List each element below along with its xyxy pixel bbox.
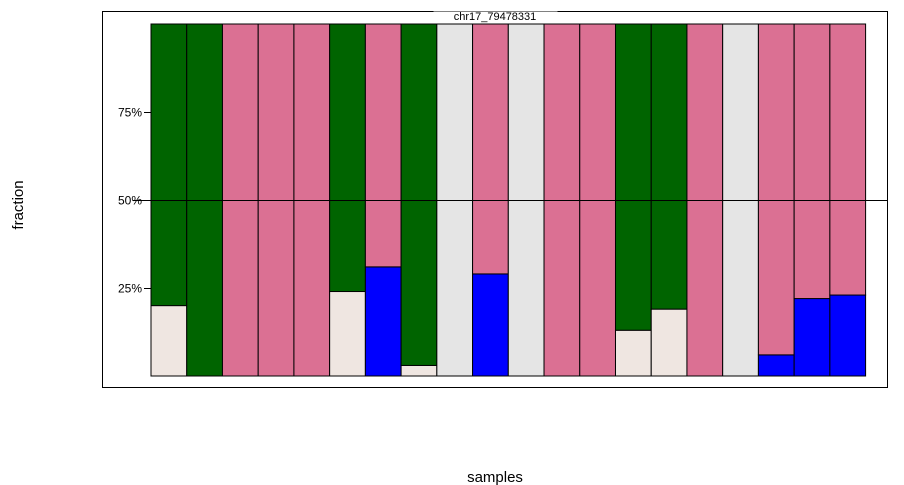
bar-segment-green xyxy=(614,23,652,331)
bar-segment-pink xyxy=(364,23,402,268)
y-tick-label: 75% xyxy=(118,106,142,120)
sample-bar xyxy=(329,23,366,377)
x-axis-label: samples xyxy=(467,469,523,485)
bar-segment-white xyxy=(400,364,438,377)
y-axis-label: fraction xyxy=(10,180,27,229)
y-tick-label: 25% xyxy=(118,282,142,296)
bar-segment-green xyxy=(650,23,688,310)
sample-bar xyxy=(793,23,831,377)
chart-title: chr17_79478331 xyxy=(454,11,537,23)
bar-segment-white xyxy=(614,329,652,377)
y-tick-label: 50% xyxy=(118,194,142,208)
strip-box xyxy=(433,11,558,23)
sample-bar xyxy=(757,23,795,377)
sample-bar xyxy=(829,23,867,377)
bar-segment-pink xyxy=(472,23,509,275)
sample-bar xyxy=(614,23,652,377)
sample-bar xyxy=(650,23,688,377)
sample-bar xyxy=(400,23,438,377)
sample-bar xyxy=(472,23,509,377)
bar-segment-white xyxy=(150,305,188,377)
bar-segment-pink xyxy=(757,23,795,356)
bar-segment-green xyxy=(329,23,366,293)
bar-segment-white xyxy=(329,291,366,377)
bar-segment-green xyxy=(150,23,188,307)
bar-segment-green xyxy=(400,23,438,366)
bar-segment-white xyxy=(650,308,688,377)
bar-segment-blue xyxy=(364,266,402,377)
y-axis: 25% 50% 75% xyxy=(118,106,151,296)
bar-segment-pink xyxy=(829,23,867,296)
bar-segment-blue xyxy=(829,294,867,377)
bar-segment-pink xyxy=(793,23,831,300)
plot-panel: chr17_79478331 xyxy=(102,11,888,388)
bar-segment-blue xyxy=(472,273,509,377)
sample-bar xyxy=(364,23,402,377)
bar-segment-blue xyxy=(757,354,795,377)
bar-segment-blue xyxy=(793,298,831,377)
